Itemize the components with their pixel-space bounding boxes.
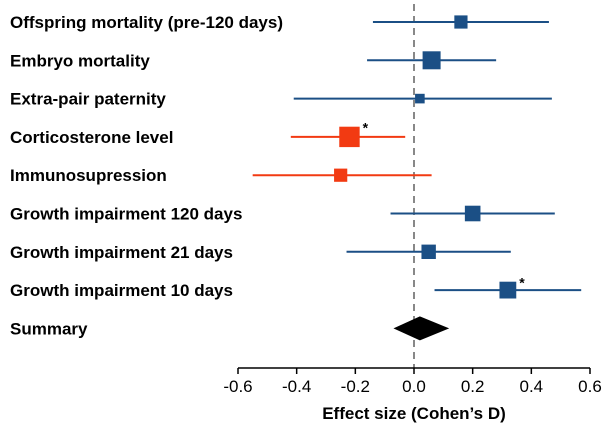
effect-size-marker [415, 93, 425, 104]
x-tick-label: 0.0 [402, 377, 426, 396]
effect-size-marker [454, 15, 468, 29]
row-label: Growth impairment 120 days [10, 205, 242, 224]
forest-row: Embryo mortality [10, 51, 497, 70]
row-label: Immunosupression [10, 166, 167, 185]
forest-row: Extra-pair paternity [10, 90, 552, 109]
forest-row: Growth impairment 21 days [10, 243, 511, 262]
row-label: Extra-pair paternity [10, 90, 166, 109]
effect-size-marker [422, 51, 441, 70]
x-tick-label: 0.4 [520, 377, 544, 396]
summary-diamond [393, 316, 450, 341]
forest-row: Growth impairment 120 days [10, 205, 555, 224]
summary-layer: Summary [10, 316, 450, 341]
effect-size-marker [464, 205, 481, 222]
row-label: Corticosterone level [10, 128, 173, 147]
row-label: Growth impairment 21 days [10, 243, 233, 262]
row-label: Embryo mortality [10, 51, 150, 70]
forest-row: Immunosupression [10, 166, 432, 185]
summary-label: Summary [10, 319, 88, 338]
effect-size-marker [499, 281, 517, 299]
x-tick-label: -0.4 [282, 377, 311, 396]
rows-layer: Offspring mortality (pre-120 days) Embryo… [10, 13, 582, 300]
forest-row: Corticosterone level * [10, 120, 406, 148]
x-tick-label: -0.6 [223, 377, 252, 396]
effect-size-marker [421, 244, 436, 259]
x-axis: -0.6 -0.4 -0.2 0.0 0.2 0.4 0.6 [223, 367, 602, 396]
significance-asterisk: * [519, 275, 525, 291]
row-label: Growth impairment 10 days [10, 281, 233, 300]
forest-row: Growth impairment 10 days * [10, 275, 582, 300]
effect-size-marker [334, 168, 348, 182]
forest-row: Offspring mortality (pre-120 days) [10, 13, 549, 32]
x-tick-label: -0.2 [341, 377, 370, 396]
x-tick-label: 0.6 [578, 377, 602, 396]
effect-size-marker [339, 126, 360, 148]
row-label: Offspring mortality (pre-120 days) [10, 13, 283, 32]
x-tick-label: 0.2 [461, 377, 485, 396]
x-axis-title: Effect size (Cohen’s D) [322, 404, 506, 423]
significance-asterisk: * [363, 120, 369, 136]
